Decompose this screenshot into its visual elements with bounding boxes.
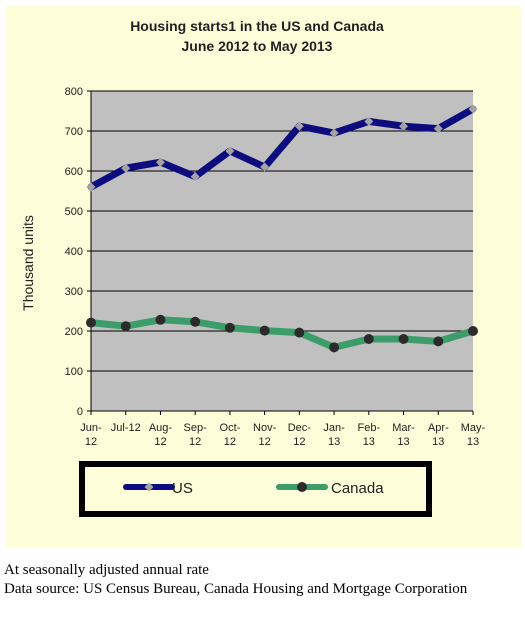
chart-svg: Housing starts1 in the US and Canada Jun… [20,18,486,517]
data-point-us [468,104,478,114]
data-point-canada [224,322,235,333]
y-tick-label: 700 [65,126,83,138]
data-point-us [155,157,165,167]
data-point-canada [363,334,374,344]
data-point-canada [329,342,340,353]
series-line-us [87,105,477,191]
legend-label-canada: Canada [331,480,384,497]
chart-subtitle: June 2012 to May 2013 [182,38,333,54]
x-tick-label: Jul-12 [111,422,141,434]
y-tick-label: 400 [65,246,83,258]
series-line-canada [87,316,477,351]
data-point-canada [398,334,409,344]
legend-label-us: US [172,480,193,497]
footnote-rate: At seasonally adjusted annual rate [4,562,209,578]
x-tick-label: Oct-12 [220,422,241,448]
y-tick-label: 800 [65,86,83,98]
data-point-us [294,121,304,131]
x-tick-label: Mar-13 [392,422,415,448]
y-axis-label: Thousand units [20,215,36,311]
plot-area: 0 100 200 300 400 500 600 700 800 Jun-12 Jul-12 Aug… [65,86,486,448]
legend: US Canada [79,461,432,517]
x-tick-label: May-13 [461,422,486,448]
data-point-us [260,162,270,172]
x-tick-label: Aug-12 [149,422,173,448]
chart-panel: Housing starts1 in the US and Canada Jun… [6,6,521,547]
legend-box [79,461,432,517]
x-tick-label: Jun-12 [80,422,102,448]
data-point-us [364,116,374,126]
data-point-canada [294,327,305,338]
x-tick-label: Jan-13 [323,422,345,448]
data-point-us [121,163,131,173]
data-point-canada [155,314,166,325]
data-point-us [225,146,235,156]
data-point-us [433,124,443,134]
legend-marker-us [144,482,154,492]
data-point-canada [468,326,478,336]
y-tick-label: 200 [65,326,83,338]
x-tick-label: Sep-12 [184,422,208,448]
data-point-us [399,121,409,131]
data-point-canada [433,336,444,347]
x-tick-label: Feb-13 [358,422,381,448]
y-tick-label: 0 [77,406,83,418]
chart-title: Housing starts1 in the US and Canada [130,18,384,34]
y-tick-label: 100 [65,366,83,378]
y-tick-label: 300 [65,286,83,298]
data-point-us [190,172,200,182]
x-tick-label: Apr-13 [428,422,449,448]
data-point-canada [259,325,270,336]
data-point-canada [190,316,201,327]
data-point-canada [120,321,131,332]
data-point-us [86,182,96,192]
data-point-canada [86,317,96,328]
y-tick-label: 500 [65,206,83,218]
footnote-source: Data source: US Census Bureau, Canada Ho… [4,581,468,597]
x-tick-label: Nov-12 [253,422,277,448]
data-point-us [329,128,339,138]
legend-marker-canada [297,482,307,492]
y-tick-label: 600 [65,166,83,178]
x-tick-label: Dec-12 [288,422,312,448]
